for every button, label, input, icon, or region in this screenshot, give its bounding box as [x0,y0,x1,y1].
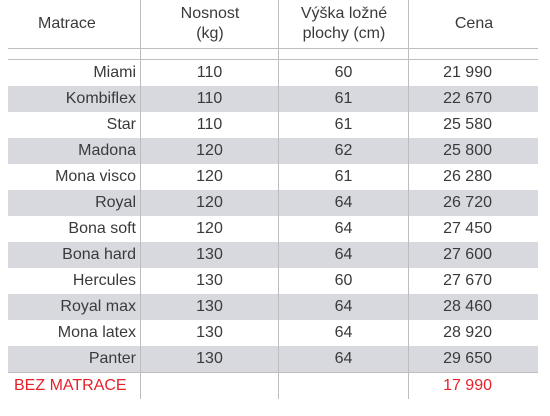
cell-name: Mona latex [57,324,136,341]
cell-name: Star [106,116,136,133]
cell-load: 120 [140,190,278,216]
no-mattress-height [278,373,408,399]
cell-price: 26 720 [408,190,538,216]
table-row: Royal 120 64 26 720 [8,190,538,216]
table-row: Bona hard 130 64 27 600 [8,242,538,268]
cell-load: 130 [140,346,278,372]
header-divider [8,48,538,60]
cell-load: 120 [140,216,278,242]
cell-height: 61 [278,86,408,112]
cell-price: 22 670 [408,86,538,112]
cell-height: 64 [278,294,408,320]
cell-load: 120 [140,164,278,190]
cell-price: 26 280 [408,164,538,190]
header-mattress-label: Matrace [38,15,96,32]
cell-load: 130 [140,294,278,320]
cell-load: 110 [140,86,278,112]
table-row: Panter 130 64 29 650 [8,346,538,373]
header-price: Cena [408,0,539,48]
header-load-line1: Nosnost [180,5,240,22]
no-mattress-label: BEZ MATRACE [14,377,127,394]
cell-height: 64 [278,216,408,242]
cell-height: 62 [278,138,408,164]
table-header: Matrace Nosnost (kg) Výška ložné plochy … [8,0,538,48]
cell-price: 27 450 [408,216,538,242]
cell-height: 61 [278,112,408,138]
no-mattress-row: BEZ MATRACE 17 990 [8,373,538,401]
cell-name: Royal max [60,298,136,315]
cell-price: 25 800 [408,138,538,164]
cell-height: 64 [278,320,408,346]
cell-price: 21 990 [408,60,538,86]
header-height-line1: Výška ložné [300,5,388,22]
header-load-line2: (kg) [196,25,224,42]
table-row: Hercules 130 60 27 670 [8,268,538,294]
cell-name: Kombiflex [65,90,136,107]
cell-height: 64 [278,190,408,216]
cell-name: Madona [78,142,136,159]
cell-height: 60 [278,60,408,86]
cell-name: Bona soft [68,220,136,237]
header-mattress: Matrace [8,0,170,48]
table-row: Bona soft 120 64 27 450 [8,216,538,242]
table-row: Mona visco 120 61 26 280 [8,164,538,190]
cell-load: 110 [140,60,278,86]
cell-price: 27 600 [408,242,538,268]
divider-cell [278,49,409,59]
header-price-label: Cena [454,15,494,32]
cell-price: 25 580 [408,112,538,138]
cell-load: 120 [140,138,278,164]
cell-height: 60 [278,268,408,294]
cell-load: 130 [140,242,278,268]
cell-height: 61 [278,164,408,190]
header-height: Výška ložné plochy (cm) [278,0,409,48]
cell-name: Mona visco [55,168,136,185]
cell-price: 27 670 [408,268,538,294]
table-row: Royal max 130 64 28 460 [8,294,538,320]
cell-name: Royal [95,194,136,211]
header-height-line2: plochy (cm) [302,25,386,42]
price-table: Matrace Nosnost (kg) Výška ložné plochy … [8,0,538,401]
cell-height: 64 [278,346,408,372]
cell-price: 28 920 [408,320,538,346]
cell-price: 28 460 [408,294,538,320]
cell-name: Panter [88,350,136,367]
cell-name: Hercules [72,272,136,289]
divider-cell [408,49,539,59]
cell-name: Bona hard [62,246,136,263]
cell-name: Miami [93,64,136,81]
table-row: Kombiflex 110 61 22 670 [8,86,538,112]
cell-load: 130 [140,268,278,294]
table-row: Miami 110 60 21 990 [8,60,538,86]
divider-cell [8,49,140,59]
table-row: Mona latex 130 64 28 920 [8,320,538,346]
cell-price: 29 650 [408,346,538,372]
cell-height: 64 [278,242,408,268]
no-mattress-price: 17 990 [408,373,538,399]
table-row: Star 110 61 25 580 [8,112,538,138]
divider-cell [140,49,279,59]
no-mattress-load [140,373,278,399]
cell-load: 130 [140,320,278,346]
cell-load: 110 [140,112,278,138]
table-body: Miami 110 60 21 990 Kombiflex 110 61 22 670 Star… [8,60,538,373]
header-load: Nosnost (kg) [140,0,279,48]
table-row: Madona 120 62 25 800 [8,138,538,164]
